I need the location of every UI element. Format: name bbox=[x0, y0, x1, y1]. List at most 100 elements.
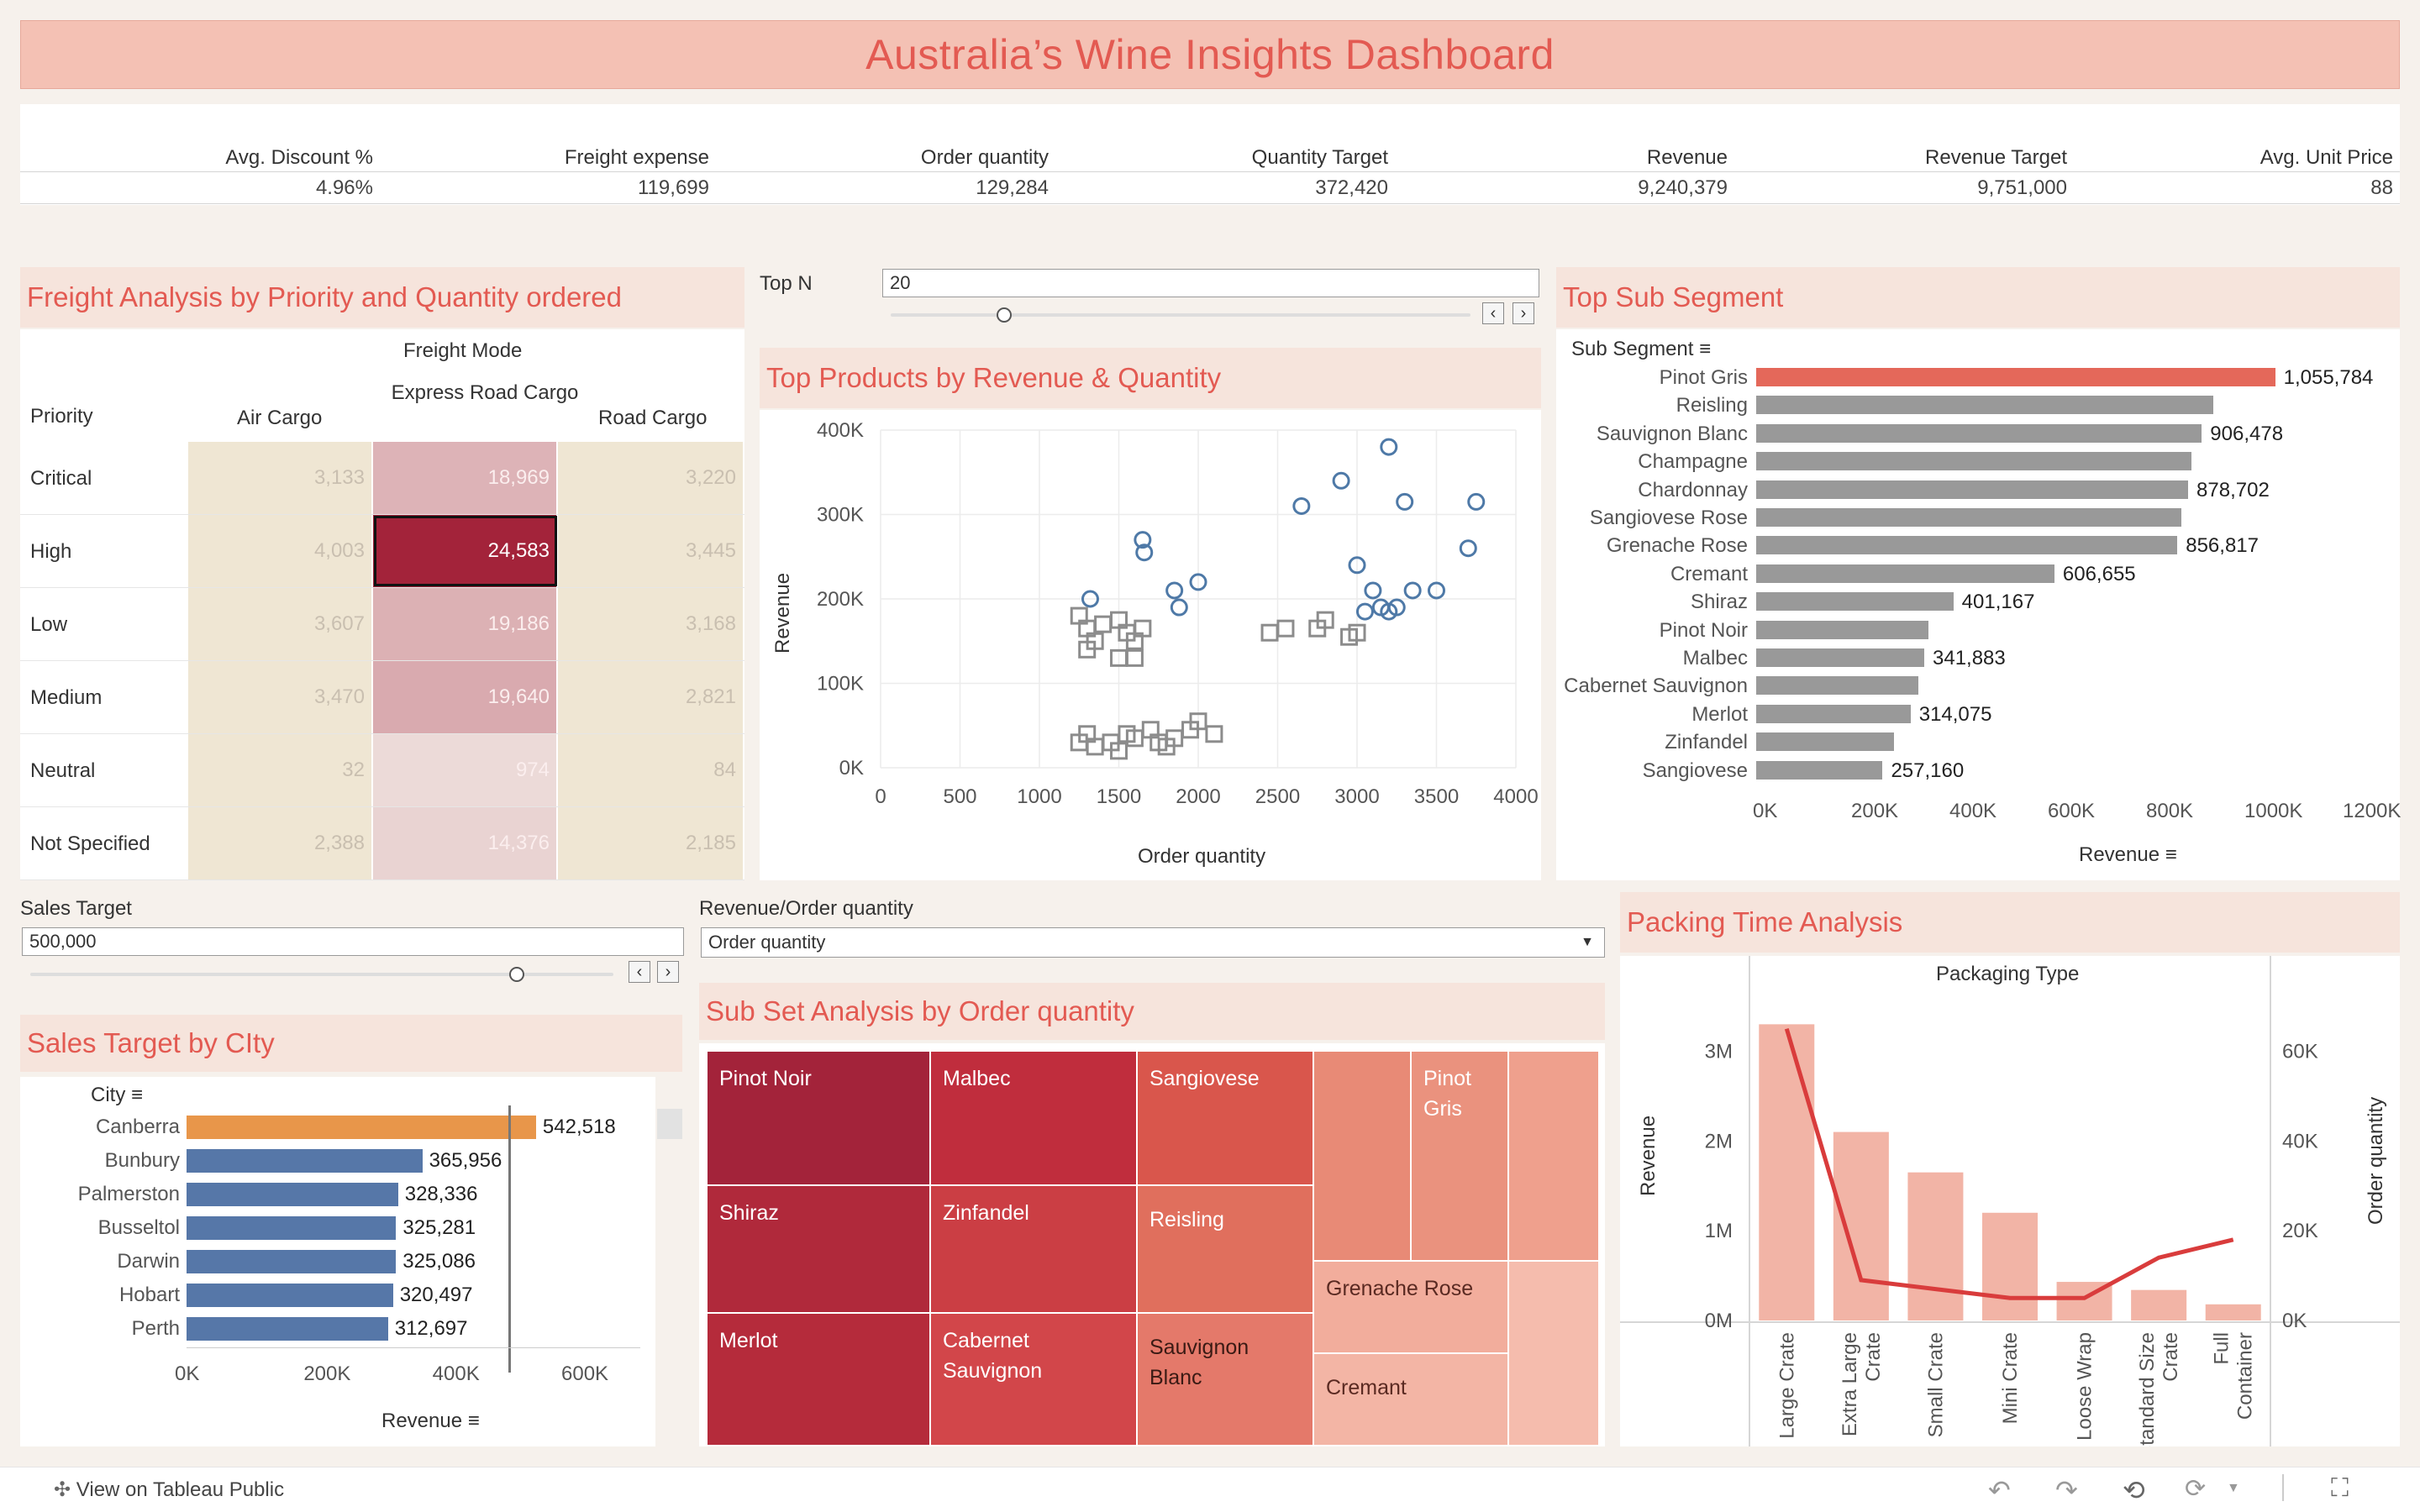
scatter-point[interactable] bbox=[1165, 581, 1184, 600]
subsegment-bar[interactable] bbox=[1756, 423, 2202, 443]
city-bar[interactable] bbox=[187, 1284, 393, 1307]
sales-target-next-button[interactable]: › bbox=[657, 961, 679, 983]
scatter-point[interactable] bbox=[1205, 725, 1223, 743]
scatter-point[interactable] bbox=[1189, 573, 1207, 591]
packing-bar[interactable] bbox=[2205, 1304, 2261, 1320]
subsegment-bar[interactable] bbox=[1756, 396, 2214, 415]
redo-icon[interactable]: ↷ bbox=[2055, 1475, 2078, 1505]
treemap-cell-cremant[interactable]: Cremant bbox=[1314, 1354, 1509, 1446]
treemap-cell-sangiovese[interactable]: Sangiovese bbox=[1138, 1052, 1314, 1186]
scatter-point[interactable] bbox=[1332, 471, 1350, 490]
view-on-tableau-link[interactable]: ✣ View on Tableau Public bbox=[54, 1478, 284, 1502]
subsegment-bar[interactable] bbox=[1756, 704, 1911, 723]
chevron-down-icon[interactable]: ▼ bbox=[2227, 1481, 2240, 1495]
chevron-down-icon[interactable]: ▼ bbox=[1581, 935, 1594, 949]
subsegment-bar[interactable] bbox=[1756, 508, 2182, 527]
treemap-cell-sauvignon-blanc[interactable]: Sauvignon Blanc bbox=[1138, 1314, 1314, 1446]
heatmap-cell[interactable]: 4,003 bbox=[188, 515, 373, 587]
topn-prev-button[interactable]: ‹ bbox=[1482, 302, 1504, 324]
reference-line[interactable] bbox=[508, 1105, 512, 1373]
heatmap-cell[interactable]: 19,186 bbox=[373, 588, 558, 660]
subsegment-bar[interactable] bbox=[1756, 564, 2054, 583]
subsegment-bar[interactable] bbox=[1756, 536, 2178, 555]
scatter-point[interactable] bbox=[1134, 531, 1152, 549]
scatter-point[interactable] bbox=[1292, 496, 1311, 515]
subsegment-bar[interactable] bbox=[1756, 620, 1928, 639]
scatter-point[interactable] bbox=[1276, 619, 1295, 638]
scatter-point[interactable] bbox=[1135, 543, 1154, 562]
scatter-point[interactable] bbox=[1316, 611, 1334, 629]
sort-icon[interactable]: ≡ bbox=[1699, 338, 1712, 360]
packing-bar[interactable] bbox=[1833, 1131, 1889, 1320]
scatter-point[interactable] bbox=[1110, 742, 1128, 760]
sales-target-slider-thumb[interactable] bbox=[509, 967, 524, 982]
subsegment-bar[interactable] bbox=[1756, 368, 2275, 386]
city-bar[interactable] bbox=[187, 1149, 423, 1173]
topn-next-button[interactable]: › bbox=[1512, 302, 1534, 324]
scatter-point[interactable] bbox=[1355, 602, 1374, 621]
heatmap-cell[interactable]: 19,640 bbox=[373, 661, 558, 733]
scatter-point[interactable] bbox=[1260, 623, 1279, 642]
heatmap-cell[interactable]: 2,185 bbox=[558, 807, 744, 879]
sales-target-prev-button[interactable]: ‹ bbox=[629, 961, 650, 983]
packing-bar[interactable] bbox=[1759, 1024, 1815, 1320]
heatmap-cell[interactable]: 2,821 bbox=[558, 661, 744, 733]
subsegment-bar[interactable] bbox=[1756, 480, 2189, 499]
sort-icon[interactable]: ≡ bbox=[467, 1410, 480, 1432]
heatmap-cell[interactable]: 84 bbox=[558, 734, 744, 806]
scrollbar[interactable] bbox=[657, 1109, 682, 1139]
topn-slider-thumb[interactable] bbox=[997, 307, 1012, 323]
scatter-point[interactable] bbox=[1189, 712, 1207, 731]
heatmap-cell[interactable]: 3,133 bbox=[188, 442, 373, 514]
heatmap-cell[interactable]: 3,168 bbox=[558, 588, 744, 660]
sort-icon[interactable]: ≡ bbox=[2165, 843, 2177, 866]
topn-input[interactable]: 20 bbox=[882, 269, 1539, 297]
treemap-cell-unlabeled[interactable] bbox=[1509, 1052, 1600, 1262]
heatmap-cell[interactable]: 3,470 bbox=[188, 661, 373, 733]
treemap-cell-unlabeled[interactable] bbox=[1509, 1262, 1600, 1446]
subsegment-bar[interactable] bbox=[1756, 676, 1919, 696]
treemap-cell-reisling[interactable]: Reisling bbox=[1138, 1186, 1314, 1314]
subsegment-bar[interactable] bbox=[1756, 732, 1894, 752]
scatter-point[interactable] bbox=[1081, 590, 1099, 608]
fullscreen-icon[interactable]: ⛶ bbox=[2331, 1474, 2349, 1502]
scatter-point[interactable] bbox=[1348, 556, 1366, 575]
treemap-cell-merlot[interactable]: Merlot bbox=[708, 1314, 931, 1446]
scatter-point[interactable] bbox=[1170, 598, 1188, 617]
subsegment-bar[interactable] bbox=[1756, 760, 1883, 780]
scatter-point[interactable] bbox=[1459, 539, 1477, 558]
city-bar[interactable] bbox=[187, 1216, 397, 1240]
packing-bar[interactable] bbox=[1907, 1172, 1964, 1320]
scatter-point[interactable] bbox=[1380, 438, 1398, 456]
scatter-point[interactable] bbox=[1403, 581, 1422, 600]
city-bar[interactable] bbox=[187, 1116, 536, 1139]
heatmap-cell[interactable]: 14,376 bbox=[373, 807, 558, 879]
treemap-cell-unlabeled[interactable] bbox=[1314, 1052, 1412, 1262]
scatter-point[interactable] bbox=[1396, 492, 1414, 511]
order-quantity-line[interactable] bbox=[1784, 1028, 2234, 1300]
scatter-point[interactable] bbox=[1078, 640, 1097, 659]
scatter-point[interactable] bbox=[1125, 648, 1144, 667]
heatmap-cell[interactable]: 2,388 bbox=[188, 807, 373, 879]
treemap-cell-pinot-noir[interactable]: Pinot Noir bbox=[708, 1052, 931, 1186]
refresh-icon[interactable]: ⟳ bbox=[2185, 1475, 2207, 1503]
scatter-point[interactable] bbox=[1134, 619, 1152, 638]
scatter-point[interactable] bbox=[1348, 623, 1366, 642]
heatmap-cell[interactable]: 32 bbox=[188, 734, 373, 806]
heatmap-cell[interactable]: 3,607 bbox=[188, 588, 373, 660]
scatter-point[interactable] bbox=[1364, 581, 1382, 600]
scatter-point[interactable] bbox=[1428, 581, 1445, 600]
city-bar[interactable] bbox=[187, 1250, 397, 1273]
city-bar[interactable] bbox=[187, 1317, 388, 1341]
revert-icon[interactable]: ⟲ bbox=[2123, 1475, 2145, 1505]
scatter-point[interactable] bbox=[1467, 492, 1486, 511]
scatter-point[interactable] bbox=[1387, 598, 1406, 617]
subsegment-bar[interactable] bbox=[1756, 648, 1924, 667]
packing-bar[interactable] bbox=[2131, 1289, 2187, 1320]
treemap-cell-cabernet-sauvignon[interactable]: Cabernet Sauvignon bbox=[931, 1314, 1138, 1446]
undo-icon[interactable]: ↶ bbox=[1988, 1475, 2011, 1505]
treemap-cell-pinot-gris[interactable]: Pinot Gris bbox=[1412, 1052, 1509, 1262]
treemap-cell-grenache-rose[interactable]: Grenache Rose bbox=[1314, 1262, 1509, 1354]
subsegment-bar[interactable] bbox=[1756, 452, 2191, 471]
topn-slider-track[interactable] bbox=[891, 313, 1470, 317]
